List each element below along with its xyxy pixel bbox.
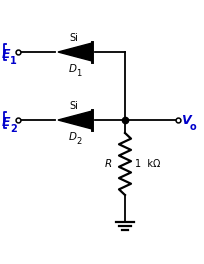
Text: 2: 2 [10, 124, 17, 134]
Text: D: D [69, 64, 77, 74]
Text: Si: Si [69, 33, 78, 43]
Polygon shape [58, 111, 92, 129]
Text: V: V [181, 115, 191, 128]
Text: E: E [2, 48, 10, 60]
Text: 1: 1 [10, 56, 17, 66]
Text: D: D [69, 132, 77, 142]
Text: E: E [2, 116, 10, 129]
Text: 2: 2 [76, 138, 81, 147]
Text: o: o [190, 122, 197, 132]
Text: R: R [105, 159, 112, 169]
Text: Si: Si [69, 101, 78, 111]
Text: 1: 1 [76, 69, 81, 78]
Text: 1  kΩ: 1 kΩ [135, 159, 160, 169]
Polygon shape [58, 43, 92, 61]
